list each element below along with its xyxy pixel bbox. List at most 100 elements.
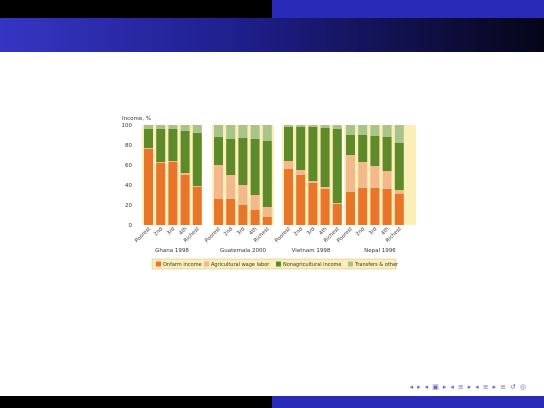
bar-segment <box>214 125 223 137</box>
bar-segment <box>144 125 153 129</box>
bar-segment <box>382 137 392 171</box>
nav-symbol-icon[interactable]: ▸ <box>492 383 497 391</box>
bar-segment <box>346 125 355 135</box>
bar-segment <box>214 199 223 225</box>
bar-segment <box>382 189 392 225</box>
bar-segment <box>284 127 293 161</box>
category-tick-label: Poorest <box>134 226 152 244</box>
category-tick-label: 2nd <box>355 226 366 237</box>
bar-segment <box>156 162 166 163</box>
nav-symbol-icon[interactable]: ▸ <box>417 383 421 391</box>
legend-entry: Nonagricultural income <box>283 262 342 268</box>
nav-symbol-icon[interactable]: ≡ <box>482 383 489 391</box>
bar-segment <box>308 181 318 183</box>
y-tick-label: 20 <box>125 203 132 209</box>
category-tick-label: 3rd <box>306 226 316 236</box>
bar-segment <box>238 138 248 185</box>
bar-segment <box>250 125 260 139</box>
top-bar <box>0 0 544 18</box>
category-tick-label: 4th <box>380 226 390 236</box>
bar-segment <box>358 162 368 188</box>
category-tick-label: 4th <box>248 226 258 236</box>
bar-segment <box>250 210 260 225</box>
bar-segment <box>168 161 178 162</box>
bar-segment <box>192 187 202 225</box>
category-tick-label: 2nd <box>223 226 234 237</box>
legend-swatch <box>156 261 161 267</box>
bar-segment <box>214 137 223 165</box>
bar-segment <box>382 125 392 137</box>
nav-symbol-icon[interactable]: ≡ <box>457 383 464 391</box>
bar-segment <box>284 169 293 225</box>
nav-symbol-icon[interactable]: ◂ <box>424 383 429 391</box>
bar-segment <box>346 155 355 192</box>
bar-segment <box>262 141 272 207</box>
bar-segment <box>382 171 392 189</box>
nav-symbol-icon[interactable]: ◂ <box>475 383 479 391</box>
bar-segment <box>320 189 330 225</box>
bar-segment <box>180 125 190 131</box>
bar-segment <box>296 170 306 175</box>
nav-symbol-icon[interactable]: ◂ <box>409 383 414 391</box>
legend-swatch <box>276 261 281 267</box>
bar-segment <box>370 188 380 225</box>
bar-segment <box>226 175 236 199</box>
bar-segment <box>346 135 355 155</box>
y-tick-label: 80 <box>125 143 132 149</box>
nav-symbol-icon[interactable]: ▸ <box>442 383 447 391</box>
bar-segment <box>214 165 223 199</box>
y-axis-label: Income, % <box>122 116 151 122</box>
nav-symbol-icon[interactable]: ◂ <box>450 383 454 391</box>
bar-segment <box>332 125 342 129</box>
category-tick-label: 4th <box>178 226 188 236</box>
nav-symbol-icon[interactable]: ◎ <box>519 383 526 391</box>
group-label: Vietnam 1998 <box>292 248 331 254</box>
bar-segment <box>144 149 153 225</box>
legend-swatch <box>348 261 353 267</box>
bar-segment <box>192 133 202 186</box>
bar-segment <box>168 162 178 225</box>
bar-segment <box>370 166 380 188</box>
bar-segment <box>346 192 355 225</box>
nav-symbol-icon[interactable]: ≡ <box>500 383 507 391</box>
navigation-symbols[interactable]: ◂ ▸ ◂ ▣ ▸ ◂ ≡ ▸ ◂ ≡ ▸ ≡ ↺ ◎ <box>410 381 526 393</box>
bar-segment <box>156 125 166 129</box>
bar-segment <box>320 125 330 128</box>
bar-segment <box>394 194 404 225</box>
legend-box <box>151 258 397 270</box>
bar-segment <box>308 127 318 181</box>
bar-segment <box>250 139 260 195</box>
bar-segment <box>192 186 202 187</box>
bar-segment <box>238 185 248 205</box>
category-tick-label: 2nd <box>153 226 164 237</box>
category-tick-label: Poorest <box>274 226 292 244</box>
category-tick-label: 2nd <box>293 226 304 237</box>
bar-segment <box>238 125 248 138</box>
category-tick-label: Poorest <box>204 226 222 244</box>
bar-segment <box>320 187 330 189</box>
bar-segment <box>180 175 190 225</box>
bar-segment <box>226 125 236 139</box>
bar-segment <box>156 129 166 162</box>
bar-segment <box>296 127 306 170</box>
bar-segment <box>250 195 260 210</box>
bar-segment <box>320 128 330 187</box>
category-tick-label: 3rd <box>166 226 176 236</box>
bar-segment <box>144 129 153 148</box>
bar-segment <box>370 125 380 136</box>
bar-segment <box>296 125 306 127</box>
bar-segment <box>262 207 272 217</box>
bar-segment <box>308 125 318 127</box>
bar-segment <box>192 125 202 133</box>
bar-segment <box>226 199 236 225</box>
bottom-bar-right <box>272 396 544 408</box>
bar-segment <box>262 125 272 141</box>
bar-segment <box>308 183 318 225</box>
nav-symbol-icon[interactable]: ↺ <box>510 383 516 391</box>
nav-symbol-icon[interactable]: ▣ <box>432 383 439 391</box>
legend-entry: Transfers & other <box>354 262 399 268</box>
group-background <box>344 125 416 225</box>
bar-segment <box>180 173 190 175</box>
nav-symbol-icon[interactable]: ▸ <box>467 383 472 391</box>
